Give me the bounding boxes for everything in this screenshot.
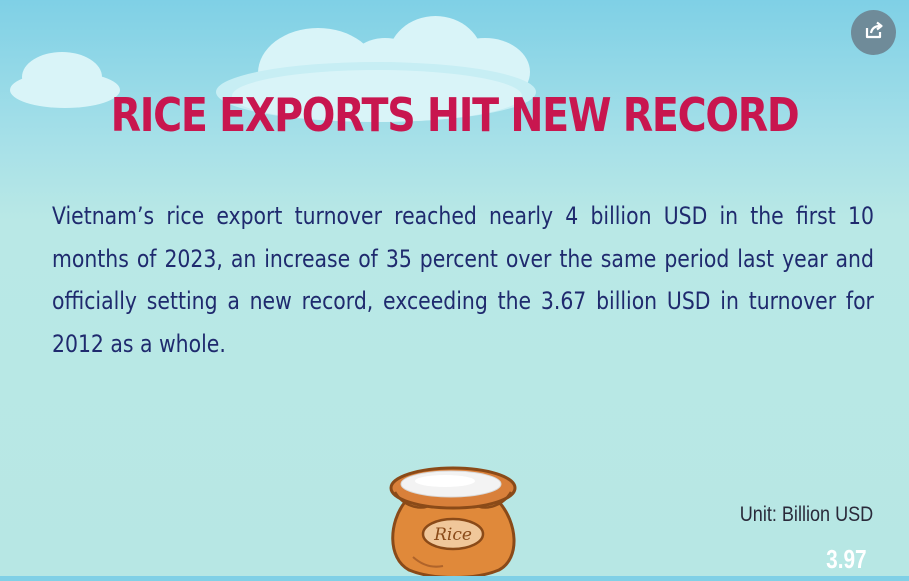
cloud [10,72,120,108]
rice-bag-icon: Rice [383,462,523,579]
share-icon [863,19,885,46]
value-label: 3.97 [826,544,867,574]
body-text-container: Vietnam’s rice export turnover reached n… [52,195,874,375]
page-title: RICE EXPORTS HIT NEW RECORD [110,88,800,142]
body-paragraph: Vietnam’s rice export turnover reached n… [52,202,874,358]
cloud [232,70,522,122]
share-button[interactable] [851,10,896,55]
unit-label: Unit: Billion USD [739,503,873,526]
rice-bag-label: Rice [433,525,472,545]
